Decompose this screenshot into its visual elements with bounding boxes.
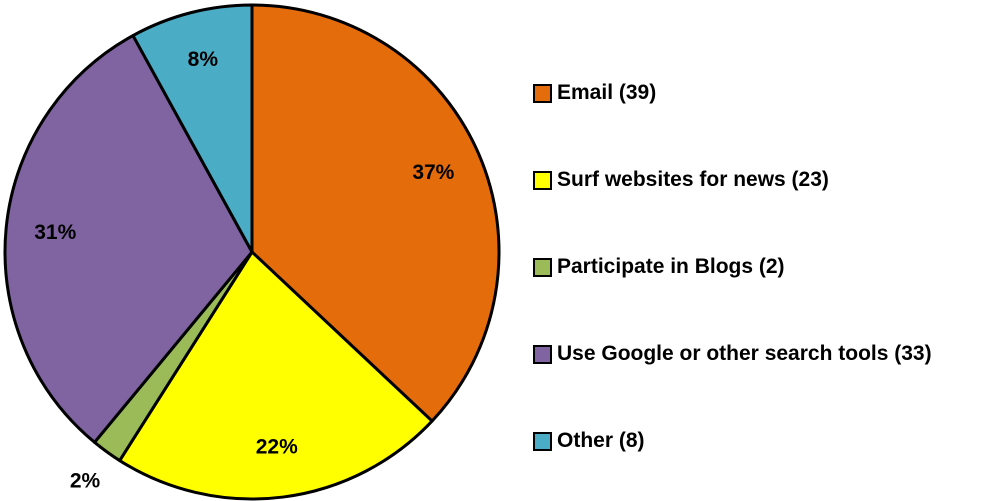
data-label: 22% — [256, 436, 298, 459]
legend-item: Surf websites for news (23) — [533, 163, 977, 197]
legend-swatch — [533, 171, 552, 190]
legend-swatch — [533, 84, 552, 103]
legend-label: Participate in Blogs (2) — [557, 255, 785, 278]
legend-swatch — [533, 258, 552, 277]
legend-item: Other (8) — [533, 424, 977, 458]
pie-slice — [131, 3, 254, 254]
legend-label: Surf websites for news (23) — [557, 168, 829, 191]
data-label: 37% — [412, 161, 454, 184]
pie-slice — [3, 34, 254, 444]
data-label: 2% — [70, 469, 101, 492]
pie-slice — [250, 3, 501, 423]
legend-label: Email (39) — [557, 81, 657, 104]
legend-item: Email (39) — [533, 76, 977, 110]
legend-swatch — [533, 432, 552, 451]
legend-swatch — [533, 345, 552, 364]
legend-item: Use Google or other search tools (33) — [533, 337, 977, 371]
data-label: 8% — [188, 48, 219, 71]
legend-label: Other (8) — [557, 429, 645, 452]
legend-label: Use Google or other search tools (33) — [557, 342, 932, 365]
legend: Email (39) Surf websites for news (23) Par… — [533, 0, 993, 501]
legend-item: Participate in Blogs (2) — [533, 250, 977, 284]
pie-slice — [118, 250, 434, 501]
data-label: 31% — [34, 221, 76, 244]
